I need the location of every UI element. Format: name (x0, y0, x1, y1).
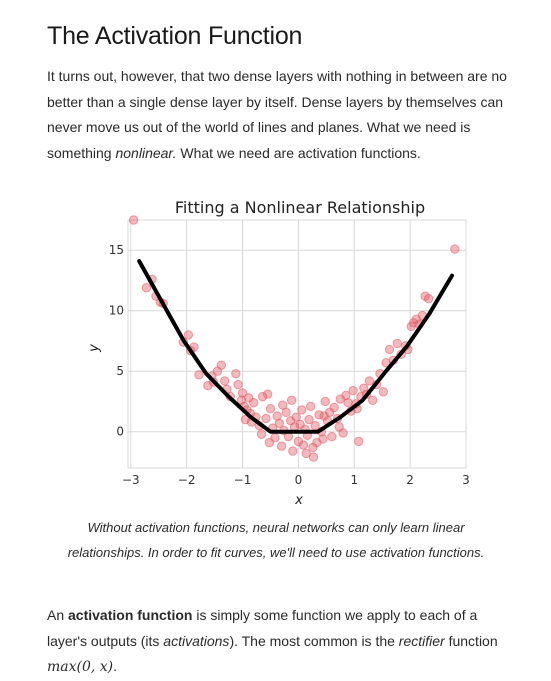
def-text-2: is simply some function we apply to each… (47, 607, 478, 649)
scatter-point (341, 390, 351, 401)
scatter-point (343, 397, 353, 408)
y-tick-label: 5 (116, 364, 124, 378)
scatter-point (194, 370, 204, 380)
scatter-chart: Fitting a Nonlinear Relationship −3 −2 −1 0… (87, 198, 470, 508)
def-text-5: . (113, 658, 118, 674)
scatter-point (450, 244, 460, 254)
def-bold-term: activation function (68, 607, 193, 623)
scatter-point (364, 376, 375, 386)
x-tick-label: 0 (295, 473, 303, 487)
y-tick-label: 10 (109, 304, 124, 318)
scatter-point (423, 293, 434, 304)
scatter-point (264, 437, 275, 448)
scatter-point (318, 434, 328, 444)
intro-text-2: What we need are activation functions. (176, 144, 421, 161)
scatter-point (327, 431, 337, 442)
def-text-3: ). The most common is the (229, 632, 399, 649)
scatter-point (274, 418, 285, 428)
scatter-point (334, 422, 344, 432)
scatter-point (308, 452, 319, 462)
relu-formula: max(0, x) (47, 659, 114, 675)
scatter-point (141, 283, 152, 293)
x-tick-label: −2 (178, 473, 196, 487)
scatter-point (354, 436, 364, 447)
def-text-1: An (47, 607, 69, 623)
scatter-point (278, 400, 288, 410)
x-tick-label: 1 (350, 473, 358, 487)
def-emphasis-rectifier: rectifier (398, 632, 445, 649)
scatter-point (257, 391, 268, 402)
scatter-point (265, 404, 276, 414)
scatter-point (378, 387, 389, 397)
scatter-point (291, 412, 301, 422)
scatter-point (233, 379, 243, 390)
scatter-point (183, 330, 194, 340)
scatter-point (329, 402, 339, 413)
scatter-point (384, 344, 395, 355)
scatter-point (286, 395, 297, 405)
section-title: The Activation Function (47, 22, 303, 50)
scatter-point (240, 414, 251, 425)
def-text-4: function (444, 632, 498, 649)
scatter-point (381, 358, 391, 368)
scatter-point (298, 440, 309, 450)
scatter-point (256, 429, 267, 439)
scatter-point (261, 413, 271, 424)
def-emphasis-activations: activations (163, 632, 230, 649)
chart-title: Fitting a Nonlinear Relationship (175, 198, 425, 217)
scatter-point (272, 411, 282, 421)
scatter-point (216, 360, 226, 370)
x-tick-label: 2 (406, 473, 414, 487)
intro-text-1: It turns out, however, that two dense la… (47, 68, 507, 161)
scatter-point (368, 395, 378, 405)
scatter-point (392, 338, 402, 349)
scatter-point (319, 411, 329, 421)
x-tick-label: −1 (234, 473, 252, 487)
scatter-point (297, 405, 307, 415)
figure-caption: Without activation functions, neural net… (67, 520, 485, 560)
fit-line-group (137, 259, 454, 434)
intro-paragraph: It turns out, however, that two dense la… (47, 64, 517, 166)
scatter-point (219, 376, 230, 386)
fit-line (137, 259, 454, 434)
intro-emphasis-nonlinear: nonlinear. (115, 144, 177, 161)
x-tick-label: 3 (462, 473, 470, 487)
y-axis-label: y (87, 344, 102, 353)
x-axis-label: x (294, 493, 303, 508)
scatter-point (128, 215, 139, 225)
scatter-point (304, 414, 314, 425)
scatter-point (249, 397, 259, 408)
scatter-point (305, 401, 316, 412)
y-tick-label: 0 (116, 425, 124, 439)
scatter-point (231, 368, 241, 379)
scatter-point (237, 388, 248, 398)
scatter-point (301, 448, 311, 459)
scatter-point (348, 385, 358, 396)
scatter-point (262, 389, 273, 399)
x-tick-label: −3 (122, 473, 140, 487)
tick-labels: −3 −2 −1 0 1 2 3 0 5 10 15 (109, 243, 470, 487)
y-tick-label: 15 (109, 243, 124, 257)
chart-figure: Fitting a Nonlinear Relationship −3 −2 −1 0… (80, 192, 480, 514)
scatter-point (276, 441, 287, 451)
definition-paragraph: An activation function is simply some fu… (47, 603, 517, 681)
scatter-point (293, 436, 304, 447)
scatter-point (320, 396, 330, 407)
scatter-point (288, 446, 298, 456)
